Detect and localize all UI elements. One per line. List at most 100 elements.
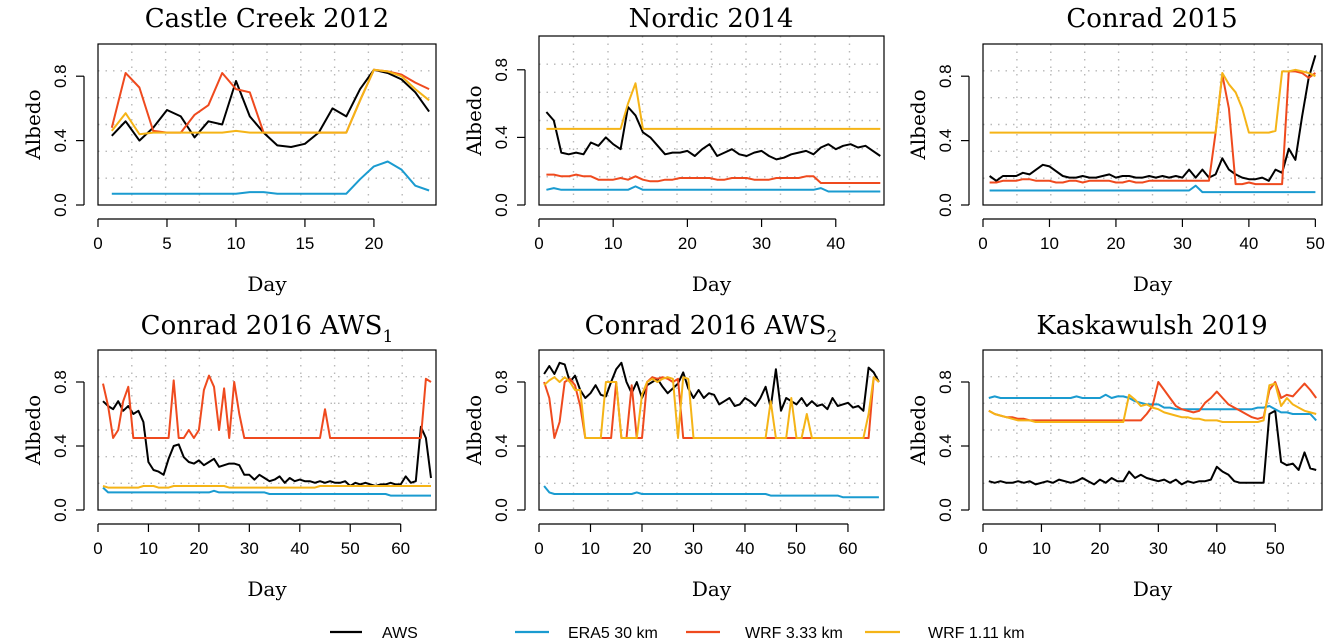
chart-panel-6: 0 10 20 30 40 50 Day 0.0 0.4 0.8 Albedo Kaskawulsh …: [906, 311, 1323, 601]
chart-panel-1: 0 5 10 15 20 Day 0.0 0.4 0.8 Albedo Castle Creek 2…: [21, 4, 437, 296]
legend-label-aws: AWS: [382, 625, 418, 642]
legend: AWS ERA5 30 km WRF 3.33 km WRF 1.11 km: [330, 625, 1025, 642]
series-line-era5: [546, 185, 881, 193]
plot-frame: [982, 43, 1323, 206]
x-tick-label: 30: [684, 539, 703, 558]
y-tick-label: 0.4: [492, 434, 511, 458]
y-axis-label: Albedo: [906, 89, 930, 160]
y-tick-label: 0.8: [492, 58, 511, 82]
x-tick-label: 20: [633, 539, 652, 558]
x-axis-label: Day: [247, 577, 287, 601]
x-tick-label: 30: [1149, 539, 1168, 558]
grid: [539, 350, 884, 510]
x-tick-label: 30: [240, 539, 259, 558]
series-line-aws: [111, 68, 430, 148]
x-tick-label: 60: [391, 539, 410, 558]
series-line-wrf333: [102, 374, 432, 439]
series-line-wrf111: [111, 68, 430, 136]
series-line-era5: [102, 486, 431, 497]
x-axis-label: Day: [692, 577, 732, 601]
series-line-era5: [111, 160, 430, 195]
chart-title-subscript: 2: [827, 327, 838, 347]
y-axis: 0.0 0.4 0.8 Albedo: [462, 58, 526, 217]
x-axis: 0 10 20 30 40 Day: [534, 218, 845, 296]
x-tick-label: 40: [1207, 539, 1226, 558]
x-tick-label: 20: [678, 234, 697, 253]
series-line-aws: [543, 361, 880, 412]
series-line-era5: [543, 485, 879, 499]
x-tick-label: 40: [736, 539, 755, 558]
grid: [539, 36, 884, 205]
series-line-wrf333: [988, 381, 1318, 422]
series-line-wrf111: [989, 68, 1316, 134]
x-axis: 0 10 20 30 40 50 Day: [978, 218, 1325, 296]
grid: [983, 350, 1322, 510]
y-tick-label: 0.8: [936, 64, 955, 88]
chart-title-text: Nordic 2014: [629, 4, 794, 34]
x-tick-label: 40: [826, 234, 845, 253]
chart-panel-5: 0 10 20 30 40 50 60 Day 0.0 0.4 0.8 Albedo Conrad 20…: [462, 311, 885, 601]
x-tick-label: 10: [581, 539, 600, 558]
chart-title-subscript: 1: [383, 327, 394, 347]
x-axis-label: Day: [247, 272, 287, 296]
x-tick-label: 20: [1106, 234, 1125, 253]
series-line-wrf333: [989, 70, 1316, 186]
series-line-wrf111: [988, 382, 1317, 423]
series-line-aws: [545, 106, 881, 161]
legend-item-aws: AWS: [330, 625, 418, 642]
plot-frame: [538, 35, 885, 206]
y-tick-label: 0.0: [492, 193, 511, 217]
y-tick-label: 0.0: [51, 498, 70, 522]
legend-label-wrf333: WRF 3.33 km: [745, 625, 843, 642]
x-axis: 0 10 20 30 40 50 60 Day: [93, 523, 410, 601]
y-tick-label: 0.4: [51, 434, 70, 458]
x-axis: 0 10 20 30 40 50 60 Day: [534, 523, 857, 601]
y-tick-label: 0.8: [492, 370, 511, 394]
x-axis-label: Day: [1133, 272, 1173, 296]
legend-label-wrf111: WRF 1.11 km: [928, 625, 1025, 642]
series-line-wrf111: [543, 376, 880, 439]
x-tick-label: 10: [226, 234, 245, 253]
series-line-wrf111: [102, 485, 431, 489]
x-tick-label: 40: [1239, 234, 1258, 253]
y-tick-label: 0.0: [936, 498, 955, 522]
y-axis: 0.0 0.4 0.8 Albedo: [906, 64, 970, 217]
x-axis: 0 5 10 15 20 Day: [93, 218, 383, 296]
x-axis-label: Day: [692, 272, 732, 296]
x-tick-label: 0: [93, 234, 102, 253]
series-line-wrf333: [110, 68, 430, 134]
y-tick-label: 0.4: [936, 434, 955, 458]
grid: [98, 44, 436, 205]
y-axis: 0.0 0.4 0.8 Albedo: [906, 370, 970, 522]
x-tick-label: 30: [1173, 234, 1192, 253]
chart-title-text: Conrad 2015: [1066, 4, 1237, 34]
y-axis-label: Albedo: [462, 85, 486, 156]
x-tick-label: 0: [978, 234, 987, 253]
chart-panel-4: 0 10 20 30 40 50 60 Day 0.0 0.4 0.8 Albedo Conrad 20…: [21, 311, 437, 601]
x-tick-label: 0: [534, 234, 543, 253]
x-tick-label: 20: [364, 234, 383, 253]
plot-frame: [982, 349, 1323, 511]
y-tick-label: 0.8: [51, 64, 70, 88]
x-tick-label: 0: [978, 539, 987, 558]
y-axis: 0.0 0.4 0.8 Albedo: [21, 370, 85, 522]
legend-item-era5: ERA5 30 km: [515, 625, 658, 642]
y-tick-label: 0.4: [51, 129, 70, 153]
x-tick-label: 30: [752, 234, 771, 253]
series-line-wrf333: [546, 173, 881, 184]
x-tick-label: 50: [787, 539, 806, 558]
legend-label-era5: ERA5 30 km: [568, 625, 658, 642]
chart-title-text: Castle Creek 2012: [145, 4, 389, 34]
y-axis-label: Albedo: [906, 395, 930, 466]
legend-item-wrf111: WRF 1.11 km: [865, 625, 1025, 642]
y-axis-label: Albedo: [21, 89, 45, 160]
x-tick-label: 50: [1306, 234, 1325, 253]
y-axis-label: Albedo: [21, 395, 45, 466]
x-tick-label: 40: [290, 539, 309, 558]
plot-frame: [538, 349, 885, 511]
y-tick-label: 0.8: [936, 370, 955, 394]
chart-title-text: Conrad 2016 AWS: [141, 311, 383, 341]
y-tick-label: 0.8: [51, 370, 70, 394]
chart-title: Conrad 2015: [1066, 4, 1237, 34]
